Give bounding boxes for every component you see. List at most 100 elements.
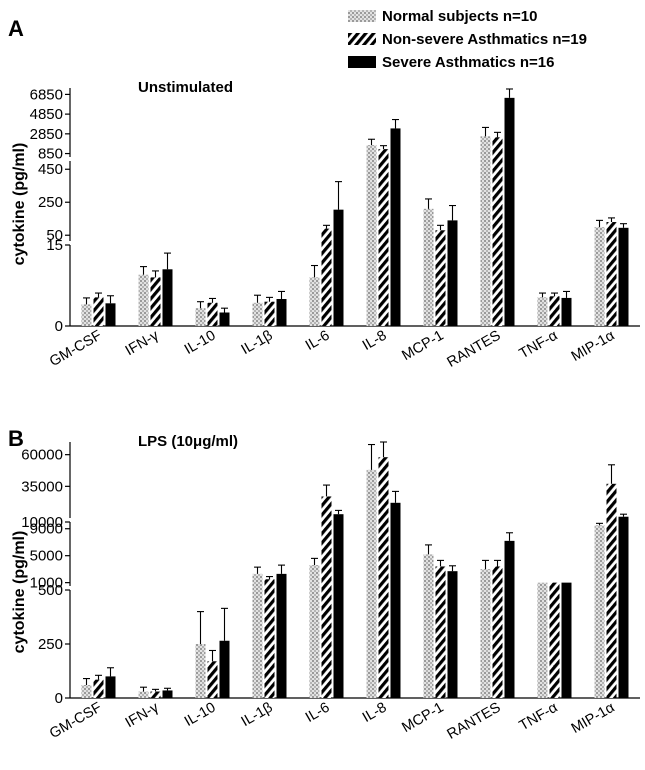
panel-a-bar-hatched (492, 137, 503, 326)
panel-a-bar-solid-black (276, 299, 287, 326)
panel-b-bar-solid-black (504, 540, 515, 698)
panel-b: B LPS (10μg/ml) cytokine (pg/ml) 0 250 500… (8, 426, 640, 743)
panel-a-ytick-label: 250 (38, 194, 63, 211)
legend-item-normal: Normal subjects n=10 (348, 8, 537, 25)
panel-a-ytick-label: 0 (55, 318, 63, 335)
panel-b-bar-solid-black (105, 676, 116, 698)
panel-b-ytick-label: 35000 (21, 478, 63, 495)
panel-a-bar-solid-black (504, 97, 515, 326)
panel-b-plot: 0250500100050009000100003500060000GM-CSF… (21, 441, 640, 743)
panel-a-letter: A (8, 16, 24, 41)
panel-a-bar-dotted-gray (309, 277, 320, 326)
panel-a-ytick-label: 450 (38, 161, 63, 178)
panel-a-bar-hatched (150, 277, 161, 326)
panel-a-bar-hatched (435, 230, 446, 326)
panel-b-bar-solid-black (390, 502, 401, 698)
panel-b-bar-hatched (93, 679, 104, 698)
panel-b-xtick-label: IL-1β (239, 700, 276, 731)
panel-b-bar-hatched (207, 661, 218, 698)
panel-b-title: LPS (10μg/ml) (138, 433, 238, 450)
panel-a-ytick-label: 6850 (30, 86, 63, 103)
legend-item-severe: Severe Asthmatics n=16 (348, 54, 554, 71)
panel-a-bar-dotted-gray (423, 208, 434, 326)
panel-b-bar-hatched (492, 566, 503, 698)
panel-a-bar-dotted-gray (537, 297, 548, 326)
panel-a-xtick-label: IL-1β (239, 328, 276, 359)
panel-a-bar-hatched (264, 301, 275, 326)
panel-b-bar-hatched (378, 457, 389, 698)
panel-b-bar-dotted-gray (480, 569, 491, 698)
panel-b-xtick-label: IL-6 (303, 700, 333, 726)
panel-b-bar-solid-black (162, 690, 173, 698)
panel-b-ytick-label: 60000 (21, 447, 63, 464)
panel-b-bar-dotted-gray (138, 691, 149, 698)
panel-a-xtick-label: IL-8 (360, 328, 390, 354)
panel-a-bar-solid-black (561, 297, 572, 326)
panel-a-xtick-label: RANTES (445, 328, 504, 371)
panel-b-bar-dotted-gray (594, 525, 605, 698)
panel-a-ytick-label: 50 (46, 227, 63, 244)
panel-b-bar-solid-black (618, 516, 629, 698)
panel-a-xtick-label: IL-6 (303, 328, 333, 354)
panel-a-xtick-label: IFN-γ (123, 327, 162, 359)
legend-label-nonsevere: Non-severe Asthmatics n=19 (382, 31, 587, 48)
panel-b-xtick-label: MIP-1α (569, 700, 618, 737)
panel-b-ytick-label: 5000 (30, 548, 63, 565)
panel-a-ytick-label: 4850 (30, 106, 63, 123)
panel-a-bar-solid-black (390, 128, 401, 326)
panel-a-bar-solid-black (447, 220, 458, 326)
legend-swatch-nonsevere (348, 33, 376, 45)
panel-a-title: Unstimulated (138, 79, 233, 96)
panel-b-ytick-label: 500 (38, 582, 63, 599)
panel-b-xtick-label: IFN-γ (123, 699, 162, 731)
panel-a-ytick-label: 2850 (30, 126, 63, 143)
panel-b-xtick-label: IL-10 (182, 700, 219, 730)
panel-b-bar-dotted-gray (252, 573, 263, 698)
panel-a-bar-hatched (606, 222, 617, 326)
panel-a-bar-solid-black (162, 269, 173, 326)
panel-b-xtick-label: MCP-1 (399, 700, 446, 736)
legend-label-severe: Severe Asthmatics n=16 (382, 54, 554, 71)
panel-a-bar-dotted-gray (81, 304, 92, 326)
legend-label-normal: Normal subjects n=10 (382, 8, 537, 25)
panel-b-ytick-label: 250 (38, 636, 63, 653)
panel-a-bar-solid-black (333, 209, 344, 326)
panel-b-bar-dotted-gray (309, 565, 320, 698)
panel-b-xtick-label: TNF-α (517, 700, 561, 735)
panel-a-ylabel: cytokine (pg/ml) (11, 143, 28, 266)
panel-b-ytick-label: 10000 (21, 514, 63, 531)
panel-a-bar-dotted-gray (195, 308, 206, 326)
panel-a-bar-hatched (549, 296, 560, 326)
panel-a-bar-hatched (207, 302, 218, 326)
panel-b-letter: B (8, 426, 24, 451)
panel-a-bar-solid-black (219, 312, 230, 326)
legend: Normal subjects n=10 Non-severe Asthmati… (348, 8, 587, 71)
panel-a-bar-dotted-gray (366, 145, 377, 326)
panel-b-bar-hatched (435, 566, 446, 698)
panel-b-bar-solid-black (276, 573, 287, 698)
panel-b-ytick-label: 1000 (30, 575, 63, 592)
panel-a-bar-hatched (93, 297, 104, 326)
panel-a-bar-dotted-gray (594, 226, 605, 326)
panel-b-bar-hatched (606, 483, 617, 698)
panel-b-bar-hatched (150, 691, 161, 698)
legend-swatch-normal (348, 10, 376, 22)
panel-a-ytick-label: 850 (38, 146, 63, 163)
panel-a-bar-dotted-gray (480, 136, 491, 326)
panel-b-bar-solid-black (561, 582, 572, 698)
panel-a-ytick-label: 15 (46, 237, 63, 254)
panel-b-bar-solid-black (447, 571, 458, 698)
panel-a-xtick-label: MCP-1 (399, 328, 446, 364)
panel-a-xtick-label: IL-10 (182, 328, 219, 358)
panel-b-ytick-label: 9000 (30, 521, 63, 538)
panel-b-bar-dotted-gray (195, 644, 206, 698)
panel-a-bar-dotted-gray (138, 274, 149, 326)
panel-b-ylabel: cytokine (pg/ml) (11, 531, 28, 654)
legend-item-nonsevere: Non-severe Asthmatics n=19 (348, 31, 587, 48)
panel-b-bar-hatched (264, 579, 275, 698)
panel-a-bar-dotted-gray (252, 302, 263, 326)
panel-b-bar-hatched (549, 582, 560, 698)
panel-a-xtick-label: MIP-1α (569, 328, 618, 365)
